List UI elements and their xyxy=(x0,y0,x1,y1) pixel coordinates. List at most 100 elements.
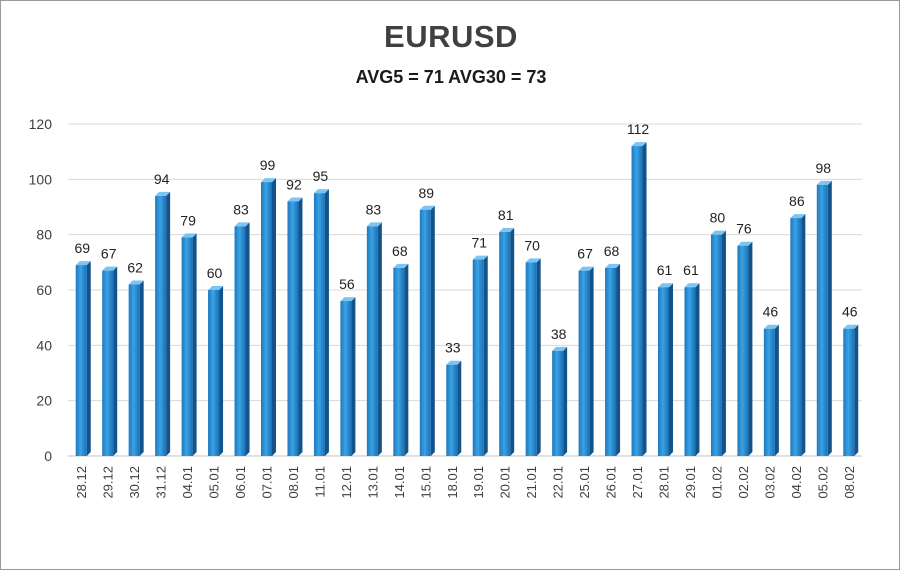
x-tick-label: 05.01 xyxy=(207,466,222,499)
chart-title: EURUSD xyxy=(384,19,518,54)
x-tick-label: 27.01 xyxy=(630,466,645,499)
data-label: 56 xyxy=(339,276,355,292)
data-label: 69 xyxy=(74,240,90,256)
data-label: 83 xyxy=(366,201,382,217)
x-tick-label: 04.01 xyxy=(180,466,195,499)
y-tick-label: 60 xyxy=(36,282,52,298)
bar xyxy=(340,297,356,456)
data-label: 95 xyxy=(313,168,329,184)
bar xyxy=(102,266,118,456)
y-tick-label: 120 xyxy=(29,116,53,132)
bar xyxy=(552,346,568,456)
bar xyxy=(446,360,462,456)
bar xyxy=(816,180,832,456)
data-label: 86 xyxy=(789,193,805,209)
data-label: 38 xyxy=(551,326,567,342)
x-tick-label: 08.01 xyxy=(286,466,301,499)
data-label: 62 xyxy=(127,259,143,275)
x-tick-label: 28.01 xyxy=(657,466,672,499)
bar xyxy=(128,280,144,456)
bar xyxy=(366,222,382,456)
data-label: 33 xyxy=(445,340,461,356)
chart-subtitle: AVG5 = 71 AVG30 = 73 xyxy=(355,67,547,87)
data-label: 68 xyxy=(392,243,408,259)
y-tick-label: 20 xyxy=(36,393,52,409)
y-tick-label: 40 xyxy=(36,337,52,353)
x-tick-label: 30.12 xyxy=(127,466,142,499)
data-label: 98 xyxy=(816,160,832,176)
x-tick-label: 12.01 xyxy=(339,466,354,499)
gridlines xyxy=(68,123,862,457)
x-tick-label: 05.02 xyxy=(815,466,830,499)
data-labels: 69 67 62 94 79 60 83 99 92 95 56 83 68 89 33 71 81 70 38 67… xyxy=(74,121,857,356)
x-tick-label: 25.01 xyxy=(577,466,592,499)
bar xyxy=(155,191,171,456)
x-tick-label: 06.01 xyxy=(233,466,248,499)
data-label: 79 xyxy=(180,212,196,228)
x-tick-label: 07.01 xyxy=(260,466,275,499)
bar xyxy=(605,263,621,456)
data-label: 68 xyxy=(604,243,620,259)
data-label: 46 xyxy=(763,304,779,320)
y-tick-label: 0 xyxy=(44,448,52,464)
y-tick-label: 100 xyxy=(29,171,53,187)
bar xyxy=(710,230,726,456)
x-tick-label: 11.01 xyxy=(312,466,327,498)
x-tick-label: 08.02 xyxy=(842,466,857,499)
x-tick-label: 22.01 xyxy=(551,466,566,499)
bar xyxy=(763,324,779,456)
bars xyxy=(75,142,859,456)
x-tick-label: 15.01 xyxy=(418,466,433,499)
x-tick-label: 14.01 xyxy=(392,466,407,499)
data-label: 83 xyxy=(233,201,249,217)
y-axis: 0 20 40 60 80 100 120 xyxy=(29,116,53,464)
x-tick-label: 01.02 xyxy=(709,466,724,499)
bar xyxy=(843,324,859,456)
data-label: 94 xyxy=(154,171,170,187)
bar xyxy=(313,189,329,456)
y-tick-label: 80 xyxy=(36,227,52,243)
x-tick-label: 18.01 xyxy=(445,466,460,499)
x-tick-label: 29.01 xyxy=(683,466,698,499)
bar xyxy=(684,283,700,456)
data-label: 80 xyxy=(710,210,726,226)
x-tick-label: 03.02 xyxy=(762,466,777,499)
x-tick-label: 26.01 xyxy=(604,466,619,499)
bar xyxy=(790,214,806,456)
bar xyxy=(658,283,673,456)
bar xyxy=(287,197,303,456)
x-tick-label: 21.01 xyxy=(524,466,539,499)
data-label: 61 xyxy=(657,262,673,278)
data-label: 67 xyxy=(101,246,117,262)
x-tick-label: 31.12 xyxy=(154,466,169,499)
x-tick-label: 28.12 xyxy=(74,466,89,499)
bar xyxy=(208,286,224,456)
bar xyxy=(181,233,197,456)
bar xyxy=(75,261,91,456)
data-label: 67 xyxy=(577,246,593,262)
bar xyxy=(737,241,753,456)
bar xyxy=(525,258,541,456)
bar xyxy=(419,205,435,456)
data-label: 46 xyxy=(842,304,858,320)
data-label: 70 xyxy=(524,237,540,253)
bar xyxy=(578,266,594,456)
bar xyxy=(393,263,409,456)
x-tick-label: 13.01 xyxy=(365,466,380,499)
data-label: 92 xyxy=(286,176,302,192)
data-label: 99 xyxy=(260,157,276,173)
bar xyxy=(499,227,515,456)
bar xyxy=(261,178,276,456)
data-label: 61 xyxy=(683,262,699,278)
bar xyxy=(631,142,647,456)
x-tick-label: 02.02 xyxy=(736,466,751,499)
x-tick-label: 04.02 xyxy=(789,466,804,499)
x-tick-label: 20.01 xyxy=(498,466,513,499)
x-axis: 28.12 29.12 30.12 31.12 04.01 05.01 06.01 07.01… xyxy=(74,466,857,499)
data-label: 81 xyxy=(498,207,514,223)
x-tick-label: 29.12 xyxy=(101,466,116,499)
data-label: 71 xyxy=(471,235,487,251)
data-label: 76 xyxy=(736,221,752,237)
data-label: 89 xyxy=(419,185,435,201)
